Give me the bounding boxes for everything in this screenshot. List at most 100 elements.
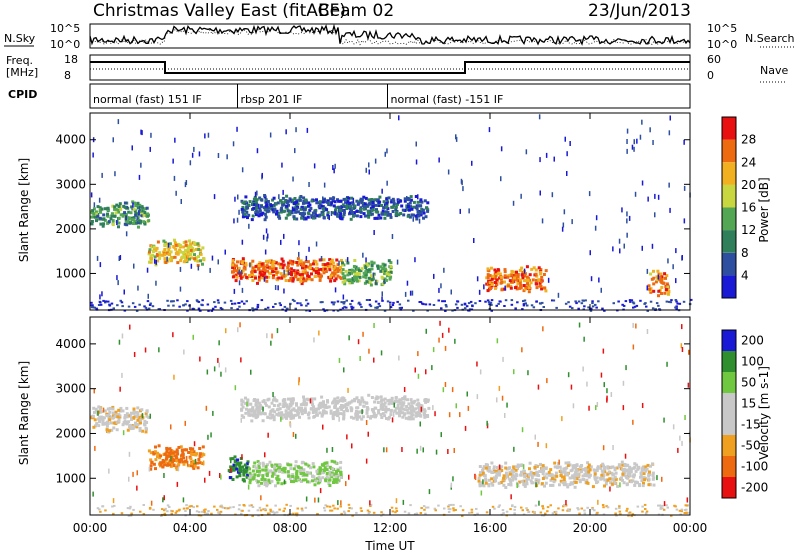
heatmap-cell bbox=[323, 182, 326, 188]
heatmap-cell bbox=[123, 211, 127, 215]
heatmap-cell bbox=[331, 413, 335, 417]
heatmap-cell bbox=[360, 510, 363, 512]
heatmap-cell bbox=[258, 271, 262, 275]
heatmap-cell bbox=[184, 459, 188, 463]
heatmap-cell bbox=[158, 251, 162, 255]
heatmap-cell bbox=[321, 301, 324, 304]
heatmap-cell bbox=[654, 212, 656, 218]
heatmap-cell bbox=[275, 464, 279, 468]
heatmap-cell bbox=[291, 475, 295, 478]
heatmap-cell bbox=[272, 404, 276, 407]
heatmap-cell bbox=[646, 285, 648, 291]
heatmap-cell bbox=[558, 483, 561, 487]
heatmap-cell bbox=[362, 212, 366, 216]
heatmap-cell bbox=[394, 207, 398, 211]
heatmap-cell bbox=[585, 474, 589, 478]
heatmap-cell bbox=[312, 415, 316, 419]
heatmap-cell bbox=[437, 299, 440, 302]
heatmap-cell bbox=[324, 411, 328, 415]
heatmap-cell bbox=[101, 505, 105, 508]
heatmap-cell bbox=[444, 382, 447, 387]
heatmap-cell bbox=[353, 204, 357, 208]
heatmap-cell bbox=[649, 287, 653, 291]
heatmap-cell bbox=[652, 269, 655, 273]
heatmap-cell bbox=[490, 470, 494, 474]
heatmap-cell bbox=[406, 196, 410, 200]
heatmap-cell bbox=[122, 204, 126, 208]
heatmap-cell bbox=[574, 471, 578, 475]
heatmap-cell bbox=[261, 419, 265, 423]
heatmap-cell bbox=[180, 199, 182, 204]
heatmap-cell bbox=[422, 303, 425, 306]
heatmap-cell bbox=[149, 467, 153, 471]
heatmap-cell bbox=[510, 472, 514, 476]
heatmap-cell bbox=[255, 407, 259, 411]
heatmap-cell bbox=[280, 482, 284, 486]
heatmap-cell bbox=[541, 464, 545, 468]
heatmap-cell bbox=[145, 206, 149, 210]
heatmap-cell bbox=[397, 213, 401, 217]
heatmap-cell bbox=[166, 242, 170, 246]
heatmap-cell bbox=[331, 261, 335, 265]
heatmap-cell bbox=[416, 414, 420, 417]
x-tick-label: 20:00 bbox=[573, 521, 608, 535]
heatmap-cell bbox=[348, 474, 350, 480]
heatmap-cell bbox=[139, 206, 141, 212]
heatmap-cell bbox=[622, 481, 626, 485]
heatmap-cell bbox=[561, 416, 563, 422]
heatmap-cell bbox=[334, 208, 337, 212]
heatmap-cell bbox=[313, 214, 317, 218]
heatmap-cell bbox=[298, 212, 302, 215]
noise-strip-trace bbox=[89, 23, 691, 46]
heatmap-cell bbox=[282, 469, 286, 473]
heatmap-cell bbox=[401, 415, 405, 419]
heatmap-cell bbox=[477, 479, 481, 483]
heatmap-cell bbox=[395, 411, 399, 415]
heatmap-cell bbox=[627, 514, 630, 517]
heatmap-cell bbox=[626, 139, 628, 144]
heatmap-cell bbox=[566, 508, 570, 511]
heatmap-cell bbox=[506, 402, 508, 408]
heatmap-cell bbox=[624, 300, 628, 303]
heatmap-cell bbox=[276, 201, 280, 205]
heatmap-cell bbox=[306, 480, 309, 484]
heatmap-cell bbox=[278, 508, 281, 511]
heatmap-cell bbox=[295, 512, 299, 515]
heatmap-cell bbox=[661, 504, 664, 507]
heatmap-cell bbox=[502, 474, 506, 478]
heatmap-cell bbox=[332, 196, 334, 202]
heatmap-cell bbox=[326, 211, 330, 215]
heatmap-cell bbox=[260, 495, 262, 501]
heatmap-cell bbox=[527, 290, 531, 294]
heatmap-cell bbox=[293, 260, 296, 264]
heatmap-cell bbox=[234, 279, 238, 283]
heatmap-cell bbox=[509, 481, 513, 485]
heatmap-cell bbox=[337, 500, 339, 506]
heatmap-cell bbox=[254, 191, 257, 197]
heatmap-cell bbox=[508, 472, 512, 476]
heatmap-cell bbox=[267, 275, 271, 279]
heatmap-cell bbox=[391, 205, 395, 209]
heatmap-cell bbox=[179, 259, 183, 263]
heatmap-cell bbox=[136, 206, 140, 210]
heatmap-cell bbox=[328, 505, 332, 508]
heatmap-cell bbox=[276, 404, 280, 408]
heatmap-cell bbox=[127, 305, 131, 308]
heatmap-cell bbox=[672, 424, 675, 430]
heatmap-cell bbox=[455, 134, 457, 140]
heatmap-cell bbox=[283, 507, 286, 510]
heatmap-cell bbox=[257, 411, 261, 415]
heatmap-cell bbox=[602, 506, 605, 509]
heatmap-cell bbox=[299, 472, 303, 475]
heatmap-cell bbox=[108, 410, 112, 414]
heatmap-cell bbox=[308, 182, 310, 187]
heatmap-cell bbox=[276, 278, 280, 282]
heatmap-cell bbox=[647, 483, 651, 487]
heatmap-cell bbox=[683, 509, 687, 511]
heatmap-cell bbox=[619, 476, 623, 480]
heatmap-cell bbox=[476, 394, 479, 400]
heatmap-cell bbox=[447, 449, 449, 454]
heatmap-cell bbox=[294, 148, 296, 154]
heatmap-cell bbox=[374, 198, 378, 202]
heatmap-cell bbox=[456, 306, 459, 309]
